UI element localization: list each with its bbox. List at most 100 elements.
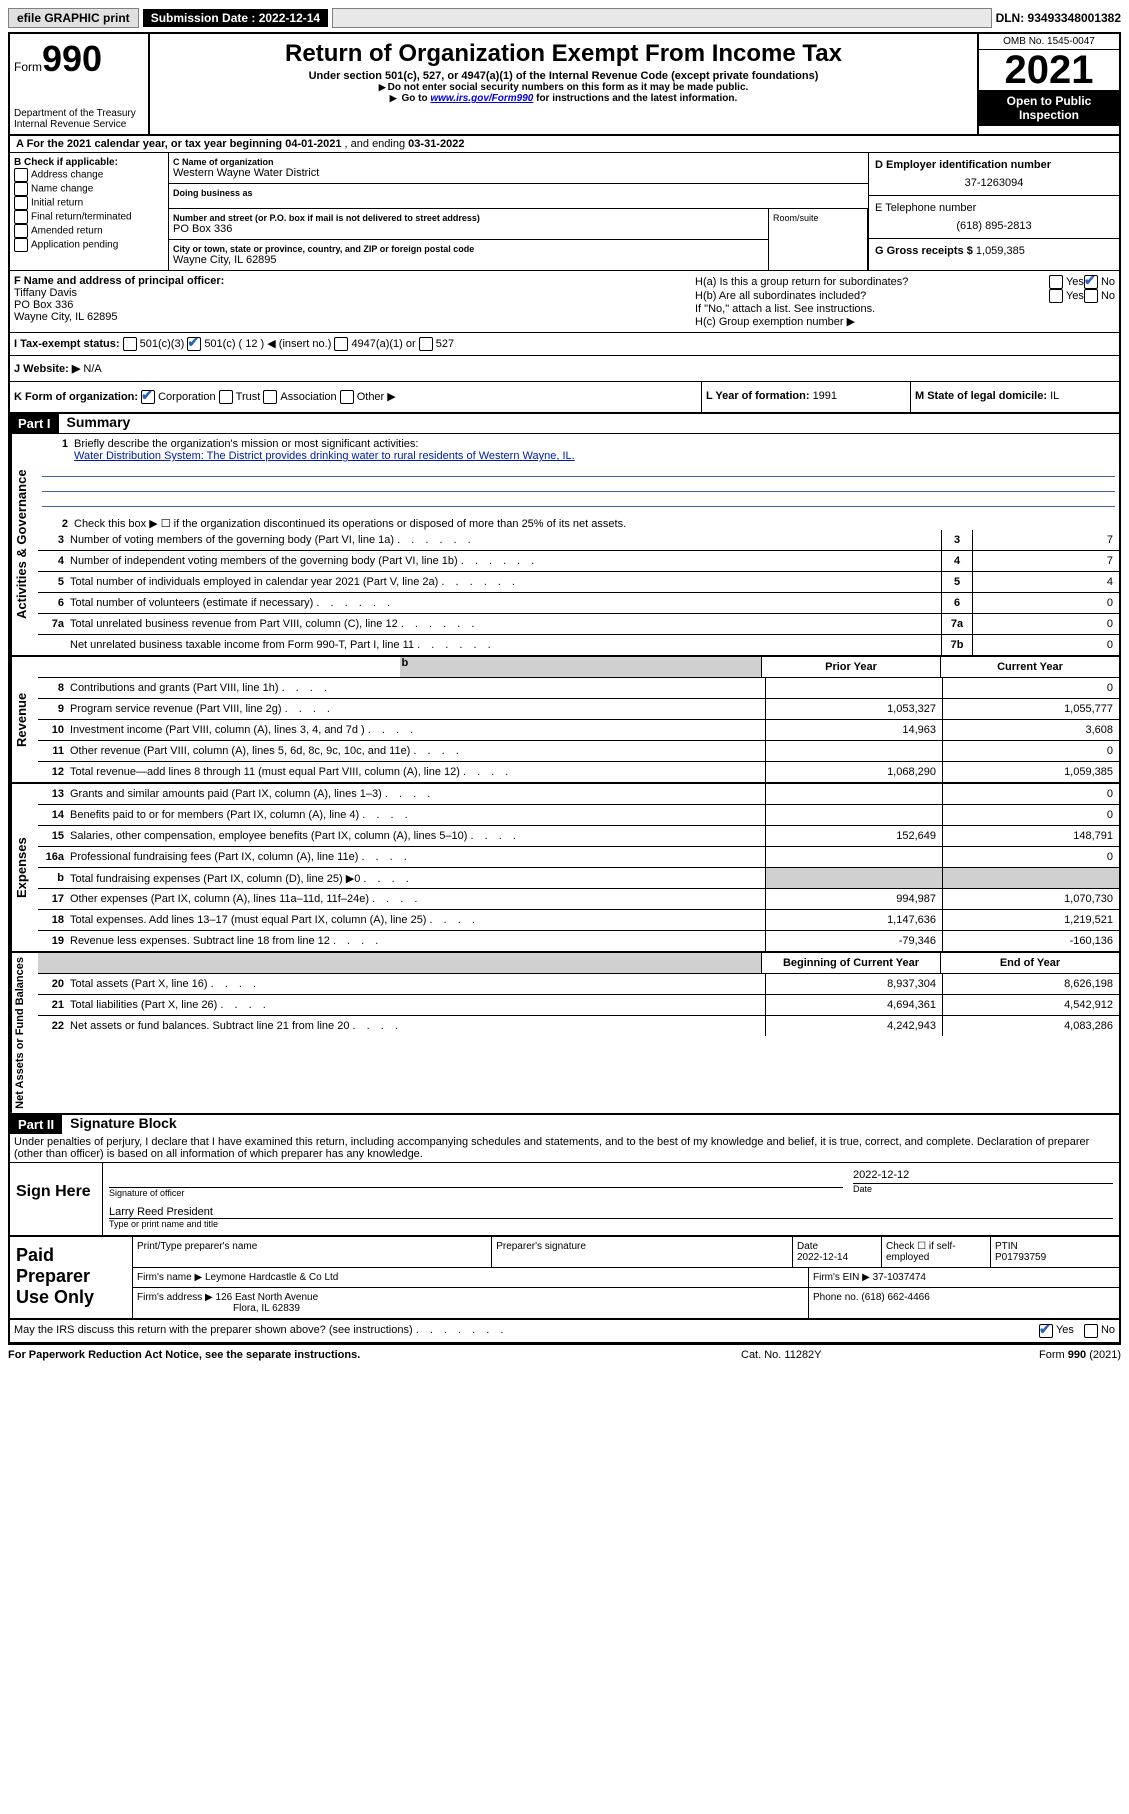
cb-ha-no[interactable] [1084, 275, 1098, 289]
line-b: b Total fundraising expenses (Part IX, c… [38, 868, 1119, 889]
side-label-rev: Revenue [10, 657, 38, 782]
line-18: 18 Total expenses. Add lines 13–17 (must… [38, 910, 1119, 931]
ha-label: H(a) Is this a group return for subordin… [695, 276, 1049, 288]
line-17: 17 Other expenses (Part IX, column (A), … [38, 889, 1119, 910]
part2-declaration: Under penalties of perjury, I declare th… [10, 1134, 1119, 1162]
sub3-pre: Go to [401, 93, 430, 104]
officer-addr1: PO Box 336 [14, 299, 73, 311]
cb-501c[interactable] [187, 337, 201, 351]
gov-line-5: 5 Total number of individuals employed i… [38, 572, 1119, 593]
firm-addr-label: Firm's address ▶ [137, 1292, 213, 1303]
efile-button[interactable]: efile GRAPHIC print [8, 8, 139, 28]
cb-501c3[interactable] [123, 337, 137, 351]
cb-ha-yes[interactable] [1049, 275, 1063, 289]
year-formation: 1991 [813, 390, 837, 402]
check-self-emp: Check ☐ if self-employed [882, 1237, 991, 1267]
col-deg: D Employer identification number 37-1263… [868, 153, 1119, 270]
paid-preparer-block: Paid Preparer Use Only Print/Type prepar… [10, 1235, 1119, 1320]
cb-trust[interactable] [219, 390, 233, 404]
header-sub2: Do not enter social security numbers on … [158, 82, 969, 93]
gov-line-7a: 7a Total unrelated business revenue from… [38, 614, 1119, 635]
cb-address-change[interactable] [14, 168, 28, 182]
k-opt1: Trust [236, 391, 261, 403]
cb-initial-return[interactable] [14, 196, 28, 210]
net-col-header: Beginning of Current Year End of Year [38, 953, 1119, 974]
e-tel-block: E Telephone number (618) 895-2813 [869, 196, 1119, 239]
part1-exp-block: Expenses 13 Grants and similar amounts p… [10, 784, 1119, 953]
i-opt1: 501(c)(3) [140, 338, 185, 350]
d-label: D Employer identification number [875, 159, 1051, 171]
cb-amended[interactable] [14, 224, 28, 238]
firm-name: Leymone Hardcastle & Co Ltd [205, 1272, 338, 1283]
part2-header-row: Part II Signature Block [10, 1115, 1119, 1134]
col-begin: Beginning of Current Year [761, 953, 940, 974]
col-m-state: M State of legal domicile: IL [910, 382, 1119, 412]
k-opt2: Association [280, 391, 336, 403]
prep-row-3: Firm's address ▶ 126 East North AvenueFl… [133, 1288, 1119, 1318]
cb-app-pending[interactable] [14, 238, 28, 252]
irs-label: Internal Revenue Service [14, 119, 144, 130]
line-8: 8 Contributions and grants (Part VIII, l… [38, 678, 1119, 699]
top-toolbar: efile GRAPHIC print Submission Date : 20… [8, 8, 1121, 28]
i-opt4: 527 [436, 338, 454, 350]
cb-corp[interactable] [141, 390, 155, 404]
i-opt3: 4947(a)(1) or [351, 338, 415, 350]
cb-final-return[interactable] [14, 210, 28, 224]
cb-assoc[interactable] [263, 390, 277, 404]
cb-527[interactable] [419, 337, 433, 351]
line-11: 11 Other revenue (Part VIII, column (A),… [38, 741, 1119, 762]
footer-right: Form 990 (2021) [941, 1349, 1121, 1361]
officer-typed-name: Larry Reed President [109, 1206, 1113, 1218]
firm-phone-label: Phone no. [813, 1292, 861, 1303]
sign-here-label: Sign Here [10, 1163, 103, 1235]
cb-may-irs-yes[interactable] [1039, 1324, 1053, 1338]
rev-col-header: b Prior Year Current Year [38, 657, 1119, 678]
side-label-gov: Activities & Governance [10, 434, 38, 655]
prep-date-label: Date [797, 1241, 818, 1252]
d-ein-block: D Employer identification number 37-1263… [869, 153, 1119, 196]
cb-may-irs-no[interactable] [1084, 1324, 1098, 1338]
gov-line-3: 3 Number of voting members of the govern… [38, 530, 1119, 551]
may-irs-row: May the IRS discuss this return with the… [10, 1320, 1119, 1343]
cb-hb-no[interactable] [1084, 289, 1098, 303]
e-label: E Telephone number [875, 202, 1113, 214]
firm-name-label: Firm's name ▶ [137, 1272, 202, 1283]
part1-net-block: Net Assets or Fund Balances Beginning of… [10, 953, 1119, 1115]
submission-date: Submission Date : 2022-12-14 [143, 9, 328, 27]
sig-date-value: 2022-12-12 [853, 1169, 1113, 1181]
c-dba-block: Doing business as [169, 184, 868, 209]
form-prefix: Form [14, 60, 42, 74]
header-center: Return of Organization Exempt From Incom… [150, 34, 977, 134]
cb-hb-yes[interactable] [1049, 289, 1063, 303]
sig-officer-line: Signature of officer [109, 1187, 843, 1198]
row-a-label: A For the 2021 calendar year, or tax yea… [16, 138, 285, 150]
hc-label: H(c) Group exemption number ▶ [695, 315, 1115, 328]
b-label: B Check if applicable: [14, 157, 118, 168]
g-gross-block: G Gross receipts $ 1,059,385 [869, 239, 1119, 263]
dept-treasury: Department of the Treasury [14, 108, 144, 119]
paid-prep-label: Paid Preparer Use Only [10, 1237, 132, 1318]
cb-name-change[interactable] [14, 182, 28, 196]
org-city: Wayne City, IL 62895 [173, 254, 764, 266]
part1-header-row: Part I Summary [10, 414, 1119, 434]
row-a-mid: , and ending [345, 138, 409, 150]
sub3-link[interactable]: www.irs.gov/Form990 [430, 93, 533, 104]
form-header: Form990 Department of the Treasury Inter… [10, 34, 1119, 136]
j-label: J Website: ▶ [14, 363, 80, 375]
g-label: G Gross receipts $ [875, 245, 976, 257]
tax-year: 2021 [979, 50, 1119, 90]
col-end: End of Year [940, 953, 1119, 974]
part2-title: Signature Block [62, 1115, 177, 1134]
form-title: Return of Organization Exempt From Incom… [158, 40, 969, 68]
line-21: 21 Total liabilities (Part X, line 26) .… [38, 995, 1119, 1016]
k-opt3: Other ▶ [357, 391, 396, 403]
org-name: Western Wayne Water District [173, 167, 864, 179]
cb-other[interactable] [340, 390, 354, 404]
k-opt0: Corporation [158, 391, 215, 403]
header-sub1: Under section 501(c), 527, or 4947(a)(1)… [158, 70, 969, 82]
part1-title: Summary [59, 414, 131, 433]
cb-4947[interactable] [334, 337, 348, 351]
footer: For Paperwork Reduction Act Notice, see … [8, 1345, 1121, 1365]
b-opt-3: Final return/terminated [31, 212, 132, 223]
gov-line-6: 6 Total number of volunteers (estimate i… [38, 593, 1119, 614]
